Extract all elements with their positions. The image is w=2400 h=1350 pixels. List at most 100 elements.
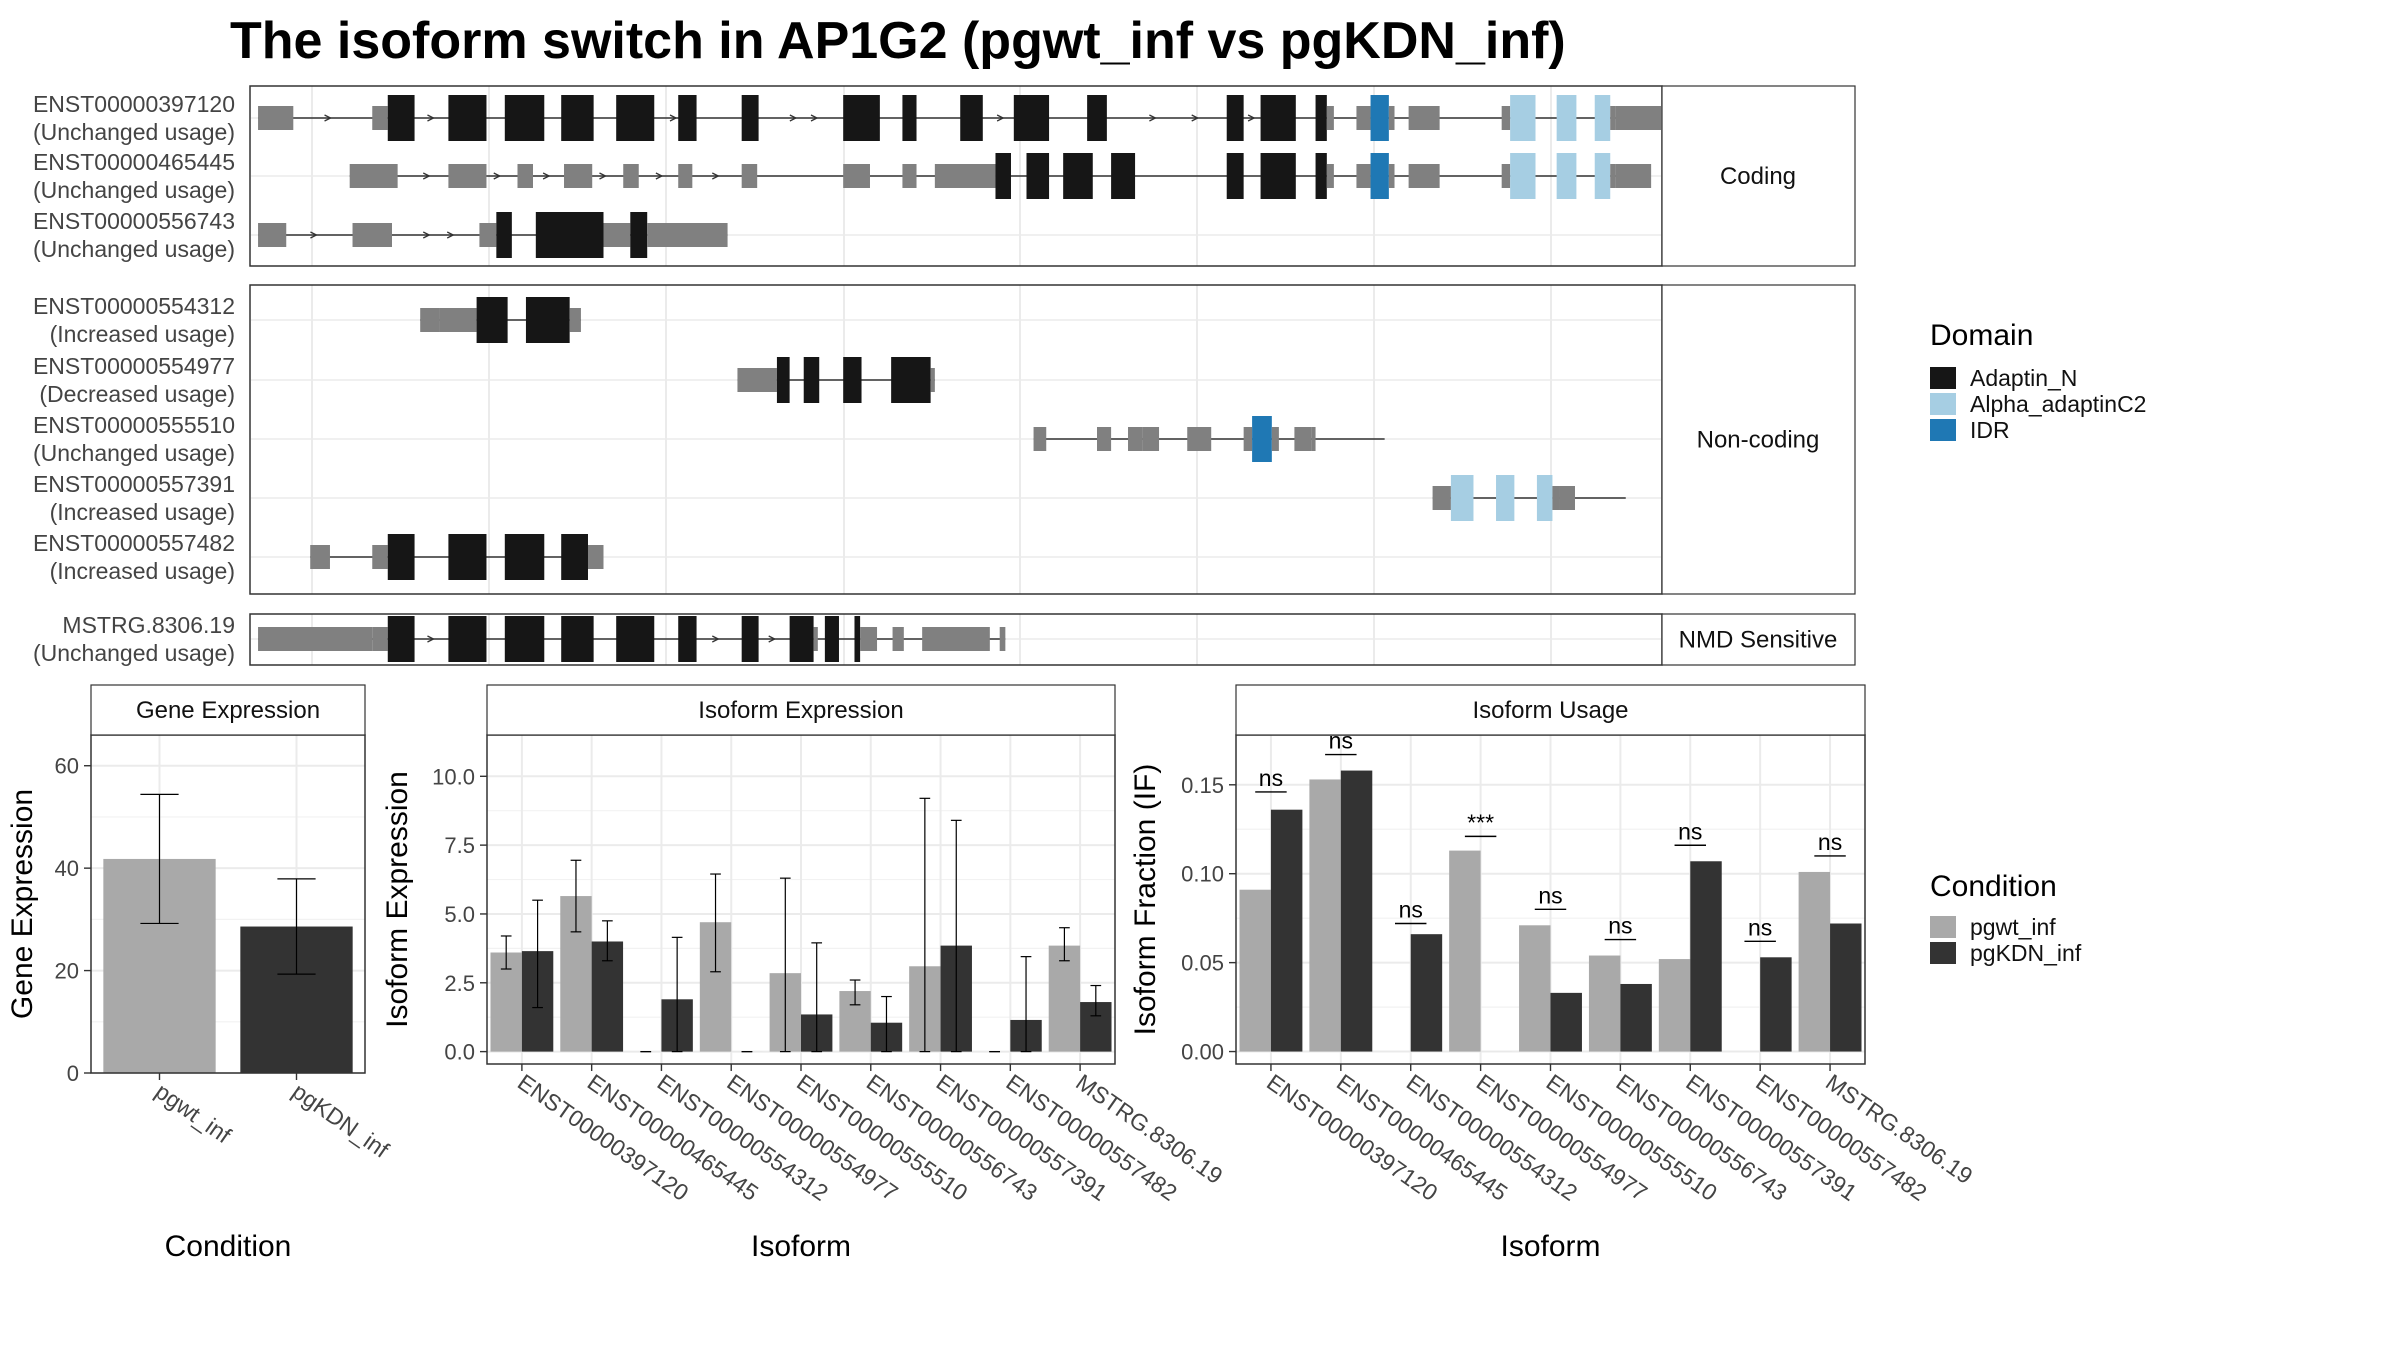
- exon-domain-Adaptin_N: [616, 616, 655, 662]
- exon-noncoding: [1271, 427, 1279, 451]
- exon-domain-Adaptin_N: [630, 212, 648, 258]
- y-tick-label: 0.15: [1181, 773, 1224, 798]
- exon-domain-Adaptin_N: [741, 95, 759, 141]
- exon-noncoding: [892, 627, 904, 651]
- y-tick-label: 60: [55, 754, 79, 779]
- transcript-usage-label: (Decreased usage): [39, 381, 235, 407]
- exon-domain-Adaptin_N: [496, 212, 512, 258]
- facet-strip: [486, 684, 1116, 736]
- exon-domain-Adaptin_N: [1315, 95, 1327, 141]
- bar: [1620, 983, 1652, 1052]
- transcript-usage-label: (Unchanged usage): [33, 440, 235, 466]
- structure-panel-0: Coding: [249, 85, 1856, 267]
- y-tick-label: 0: [67, 1061, 79, 1086]
- transcript-ENST00000397120: [258, 95, 1661, 141]
- y-axis-title: Isoform Fraction (IF): [1129, 764, 1162, 1036]
- y-tick-label: 40: [55, 856, 79, 881]
- exon-noncoding: [1388, 106, 1395, 130]
- direction-arrow: [1149, 114, 1157, 122]
- exon-domain-Adaptin_N: [387, 616, 415, 662]
- structure-panel-1: Non-coding: [249, 284, 1856, 595]
- exon-noncoding: [1187, 427, 1212, 451]
- bar: [1048, 945, 1081, 1052]
- legend-title: Domain: [1930, 319, 2033, 352]
- legend-key: [1930, 942, 1956, 964]
- exon-noncoding: [860, 627, 878, 651]
- significance-label: ***: [1467, 809, 1494, 835]
- bar: [1760, 957, 1792, 1052]
- exon-domain-Adaptin_N: [1063, 153, 1093, 199]
- exon-domain-Adaptin_N: [854, 616, 861, 662]
- transcript-id-label: MSTRG.8306.19: [62, 612, 235, 638]
- legend-key: [1930, 393, 1956, 415]
- y-tick-label: 0.00: [1181, 1040, 1224, 1065]
- exon-noncoding: [902, 164, 917, 188]
- exon-noncoding: [587, 545, 604, 569]
- legend-key: [1930, 367, 1956, 389]
- exon-noncoding: [448, 164, 487, 188]
- exon-noncoding: [1243, 427, 1253, 451]
- transcript-ENST00000465445: [349, 153, 1652, 199]
- bar: [1270, 809, 1303, 1052]
- x-tick-label: pgKDN_inf: [288, 1078, 395, 1163]
- direction-arrow: [493, 172, 502, 180]
- transcript-ENST00000555510: [1033, 416, 1385, 462]
- direction-arrow: [768, 635, 777, 643]
- exon-noncoding: [569, 308, 581, 332]
- direction-arrow: [712, 635, 720, 643]
- exon-noncoding: [1128, 427, 1143, 451]
- bar: [1798, 871, 1831, 1052]
- exon-domain-Alpha_adaptinC2: [1510, 153, 1536, 199]
- exon-noncoding: [813, 627, 818, 651]
- exon-domain-Adaptin_N: [902, 95, 917, 141]
- exon-noncoding: [1356, 164, 1371, 188]
- legend-label: IDR: [1970, 417, 2010, 443]
- exon-domain-Adaptin_N: [561, 95, 594, 141]
- exon-domain-Adaptin_N: [525, 297, 570, 343]
- significance-label: ns: [1259, 765, 1283, 791]
- significance-label: ns: [1399, 897, 1423, 923]
- bar: [1340, 770, 1373, 1052]
- exon-noncoding: [1559, 486, 1575, 510]
- bar: [1410, 934, 1443, 1052]
- bar: [1550, 992, 1582, 1052]
- exon-noncoding: [1311, 427, 1316, 451]
- exon-noncoding: [352, 223, 392, 247]
- exon-domain-Adaptin_N: [843, 95, 880, 141]
- legend-title: Condition: [1930, 870, 2057, 903]
- exon-domain-Adaptin_N: [448, 616, 487, 662]
- exon-noncoding: [564, 164, 593, 188]
- transcript-usage-label: (Increased usage): [50, 499, 235, 525]
- bar: [1519, 925, 1551, 1052]
- bar: [1449, 850, 1481, 1052]
- exon-domain-Adaptin_N: [616, 95, 655, 141]
- exon-domain-Adaptin_N: [789, 616, 814, 662]
- direction-arrow: [422, 172, 431, 180]
- facet-strip-label: NMD Sensitive: [1679, 627, 1838, 654]
- transcript-id-label: ENST00000555510: [33, 412, 235, 438]
- facet-strip-label: Non-coding: [1697, 427, 1820, 454]
- transcript-usage-label: (Unchanged usage): [33, 119, 235, 145]
- direction-arrow: [1191, 114, 1200, 122]
- exon-domain-Adaptin_N: [476, 297, 508, 343]
- exon-domain-Adaptin_N: [741, 616, 759, 662]
- direction-arrow: [655, 172, 664, 180]
- exon-domain-Adaptin_N: [678, 95, 697, 141]
- bar: [1309, 779, 1341, 1052]
- exon-domain-Adaptin_N: [1087, 95, 1107, 141]
- exon-noncoding: [258, 223, 287, 247]
- exon-domain-Adaptin_N: [1260, 95, 1296, 141]
- transcript-usage-label: (Unchanged usage): [33, 640, 235, 666]
- exon-domain-Alpha_adaptinC2: [1496, 475, 1515, 521]
- direction-arrow: [599, 172, 607, 180]
- exon-domain-Adaptin_N: [387, 534, 415, 580]
- exon-noncoding: [258, 106, 294, 130]
- exon-domain-Adaptin_N: [803, 357, 820, 403]
- exon-domain-Adaptin_N: [561, 616, 594, 662]
- facet-strip-label: Coding: [1720, 163, 1796, 190]
- exon-noncoding: [1408, 164, 1440, 188]
- direction-arrow: [310, 231, 318, 239]
- legend-key: [1930, 916, 1956, 938]
